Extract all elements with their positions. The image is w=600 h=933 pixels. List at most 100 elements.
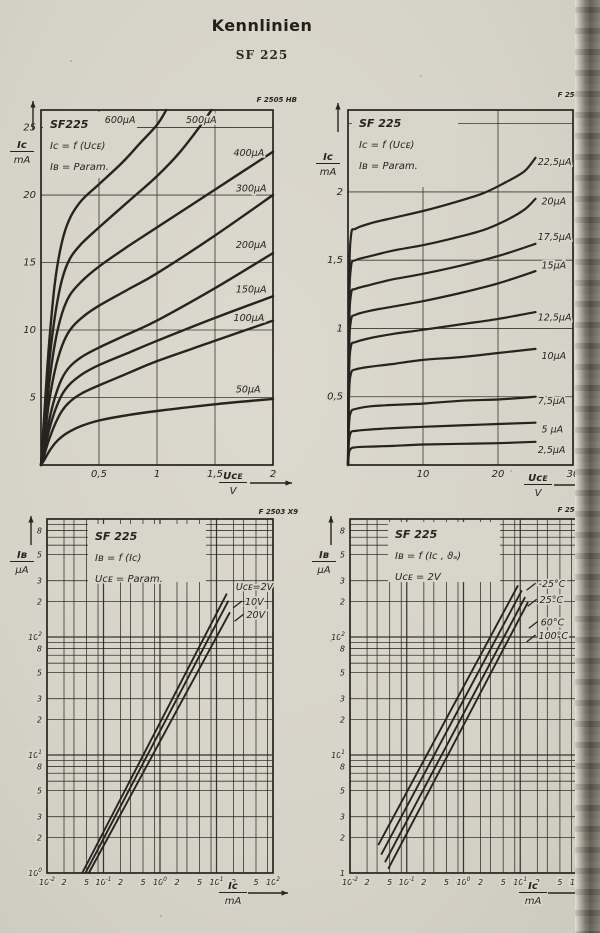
curve-label-400µA: 400µA	[234, 148, 265, 159]
label-pointer	[234, 613, 244, 622]
y-tick-label: 5	[37, 551, 42, 560]
y-tick-label: 5	[340, 551, 345, 560]
y-axis-label-den: µA	[316, 565, 330, 576]
paper-speck	[160, 915, 162, 917]
legend-line: Iᴄ = f (Uᴄᴇ)	[50, 141, 105, 152]
output-characteristics-ic-vs-uce-high: SF225 Iᴄ = f (Uᴄᴇ) Iʙ = Param. 600µA 500µA 40…	[10, 94, 299, 499]
x-tick-label: 101	[513, 877, 527, 887]
x-tick-label: 8	[569, 878, 574, 887]
x-axis-arrow-head	[285, 480, 292, 486]
curve-label-200µA: 200µA	[236, 240, 267, 251]
curve-label-300µA: 300µA	[236, 183, 267, 194]
label-pointer	[232, 600, 243, 609]
paper-speck	[510, 470, 512, 472]
x-tick-label: 100	[153, 877, 167, 887]
curve-label-17,5µA: 17,5µA	[538, 232, 572, 243]
x-tick-label: 100	[457, 877, 471, 887]
curve-label-15µA: 15µA	[542, 261, 567, 272]
curve-label-20µA: 20µA	[542, 196, 567, 207]
y-tick-label: 5	[30, 393, 36, 404]
legend-line: Iᴄ = f (Uᴄᴇ)	[359, 140, 414, 151]
x-tick-label: 8	[265, 878, 270, 887]
curve--25C	[377, 585, 519, 846]
curve-label-10µA: 10µA	[542, 351, 567, 362]
y-tick-label: 2	[340, 715, 345, 724]
label-pointer	[527, 598, 538, 607]
x-axis-label-num: Uᴄᴇ	[528, 473, 548, 484]
y-axis-label-num: Iᴄ	[17, 140, 27, 151]
x-tick-label: 10-1	[399, 877, 415, 887]
curve-400µA	[39, 150, 275, 467]
y-tick-label: 8	[340, 644, 345, 653]
y-tick-label: 2	[37, 715, 42, 724]
label-pointer	[526, 582, 536, 591]
legend-line: SF 225	[95, 530, 138, 543]
legend-line: SF 225	[395, 528, 438, 541]
x-tick-label: 2	[270, 469, 276, 480]
y-tick-label: 15	[23, 258, 36, 269]
paper-speck	[330, 640, 332, 642]
x-axis-label-num: Uᴄᴇ	[223, 471, 243, 482]
y-tick-label: 2	[37, 597, 42, 606]
curve-label-25C: 25°C	[540, 595, 564, 606]
curve-15µA	[346, 270, 537, 467]
legend-line: Uᴄᴇ = 2V	[395, 572, 442, 583]
plot-border	[46, 518, 274, 874]
curve-500µA	[39, 108, 213, 467]
x-tick-label: 8	[512, 878, 517, 887]
curve-100µA	[39, 319, 275, 467]
x-tick-label: 5	[84, 878, 89, 887]
curve-60C	[384, 596, 526, 863]
curve-label-7,5µA: 7,5µA	[538, 396, 566, 407]
x-tick-label: 5	[387, 878, 392, 887]
y-tick-label: 1	[337, 323, 343, 334]
y-tick-label: 5	[37, 669, 42, 678]
curve-label-100µA: 100µA	[234, 313, 265, 324]
curve-label-22,5µA: 22,5µA	[538, 157, 572, 168]
y-tick-label: 8	[340, 762, 345, 771]
x-tick-label: 5	[444, 878, 449, 887]
curve-label--25C: -25°C	[539, 579, 566, 590]
y-tick-label: 5	[37, 787, 42, 796]
curve-5µA	[346, 421, 537, 467]
curve-UCE=10V	[84, 600, 229, 874]
y-tick-label: 8	[37, 644, 42, 653]
y-tick-label: 1	[340, 869, 345, 878]
x-axis-label-den: mA	[525, 896, 542, 907]
y-axis-label-num: Iʙ	[319, 550, 329, 561]
y-tick-label: 1,5	[327, 255, 343, 266]
curve-label-50µA: 50µA	[236, 384, 261, 395]
x-tick-label: 2	[365, 878, 370, 887]
y-tick-label: 3	[340, 695, 345, 704]
x-tick-label: 2	[174, 878, 179, 887]
label-pointer	[528, 620, 539, 629]
curve-UCE=20V	[87, 611, 231, 874]
y-tick-label: 8	[340, 526, 345, 535]
curve-22,5µA	[346, 156, 537, 467]
y-tick-label: 3	[37, 695, 42, 704]
y-axis-arrow-head	[328, 516, 334, 523]
y-tick-label: 0,5	[327, 392, 343, 403]
y-tick-label: 3	[340, 577, 345, 586]
y-axis-arrow-head	[335, 103, 341, 110]
curve-label-UCE=2V: Uᴄᴇ=2V	[236, 582, 275, 593]
x-tick-label: 102	[266, 877, 280, 887]
curve-label-600µA: 600µA	[105, 115, 136, 126]
curve-300µA	[39, 193, 275, 467]
x-axis-label-den: mA	[225, 896, 242, 907]
curve-10µA	[346, 347, 537, 467]
y-tick-label: 5	[340, 787, 345, 796]
x-tick-label: 0,5	[91, 469, 107, 480]
x-tick-label: 1	[154, 469, 160, 480]
curve-2,5µA	[346, 440, 537, 467]
x-tick-label: 10-2	[39, 877, 55, 887]
y-tick-label: 102	[28, 632, 42, 642]
y-axis-arrow-head	[28, 516, 34, 523]
x-tick-label: 2	[231, 878, 236, 887]
legend-line: Iʙ = f (Iᴄ)	[95, 553, 141, 564]
legend-line: Iʙ = f (Iᴄ , ϑₐ)	[395, 551, 461, 562]
x-tick-label: 10-2	[342, 877, 358, 887]
